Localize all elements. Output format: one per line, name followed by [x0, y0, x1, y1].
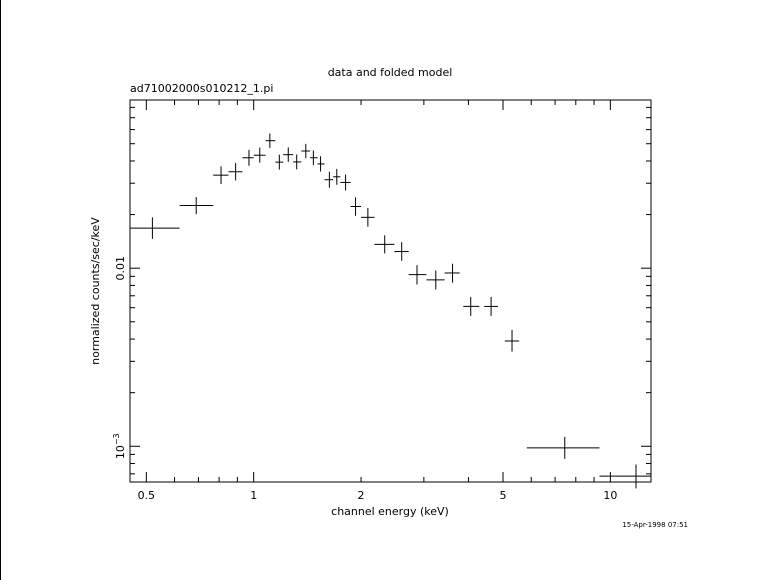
data-point [463, 296, 480, 316]
data-point [242, 149, 254, 166]
data-point [275, 154, 284, 170]
window-edge [0, 0, 1, 580]
data-point [394, 242, 409, 261]
data-point [324, 171, 334, 188]
plot-frame [129, 99, 652, 483]
data-point [484, 296, 498, 316]
data-point [228, 162, 243, 181]
data-point [283, 147, 294, 162]
data-point [213, 166, 229, 185]
data-point [301, 143, 311, 159]
data-point [265, 133, 276, 148]
chart-subtitle: ad71002000s010212_1.pi [130, 82, 273, 95]
data-point [504, 329, 520, 352]
data-point [310, 150, 318, 165]
y-tick-label: 0.01 [114, 256, 127, 281]
x-axis-label: channel energy (keV) [331, 505, 449, 518]
data-point [253, 147, 266, 163]
data-point [350, 197, 362, 216]
axis-ticks [130, 100, 651, 482]
tick-labels: 0.5 1 2 5 10 0.01 10−3 [112, 256, 617, 502]
data-point [179, 197, 214, 215]
data-point [317, 156, 325, 172]
data-point [444, 263, 460, 283]
x-tick-label: 5 [499, 489, 506, 502]
data-point [408, 265, 427, 285]
y-axis-label: normalized counts/sec/keV [89, 217, 102, 365]
data-point [526, 436, 600, 459]
data-point [333, 168, 341, 185]
y-tick-exponent: −3 [112, 433, 121, 445]
timestamp: 15-Apr-1998 07:51 [622, 521, 688, 529]
data-point [361, 207, 375, 227]
data-point [426, 270, 445, 290]
data-point [340, 174, 351, 191]
chart-title: data and folded model [328, 66, 453, 79]
data-point [293, 154, 302, 170]
data-point [130, 217, 180, 239]
data-point [599, 464, 651, 489]
x-tick-label: 1 [250, 489, 257, 502]
x-tick-label: 2 [358, 489, 365, 502]
data-point [374, 235, 395, 254]
y-tick-label: 10−3 [112, 433, 127, 459]
x-tick-label: 10 [603, 489, 617, 502]
x-tick-label: 0.5 [138, 489, 156, 502]
data-points [130, 133, 651, 489]
